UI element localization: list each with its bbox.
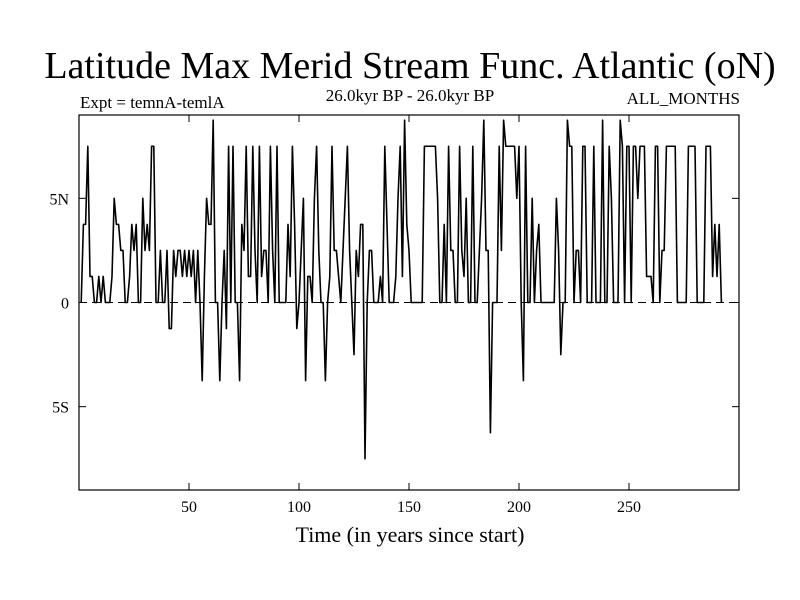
x-tick-label: 50 — [181, 499, 197, 516]
x-tick-label: 200 — [507, 499, 531, 516]
date-range-label: 26.0kyr BP - 26.0kyr BP — [326, 86, 494, 105]
experiment-label: Expt = temnA-temlA — [80, 93, 225, 112]
x-tick-label: 250 — [617, 499, 641, 516]
months-label: ALL_MONTHS — [627, 89, 740, 108]
x-tick-label: 150 — [397, 499, 421, 516]
y-tick-label: 5N — [49, 191, 69, 208]
x-axis-label: Time (in years since start) — [296, 522, 525, 547]
chart-title: Latitude Max Merid Stream Func. Atlantic… — [44, 45, 775, 87]
y-tick-label: 5S — [52, 400, 69, 417]
plot-layer: 50 100 150 200 250 5N 0 5S — [49, 115, 739, 516]
series-line — [80, 119, 723, 460]
plot-frame — [78, 114, 740, 491]
y-tick-label: 0 — [61, 296, 69, 313]
x-tick-label: 100 — [287, 499, 311, 516]
